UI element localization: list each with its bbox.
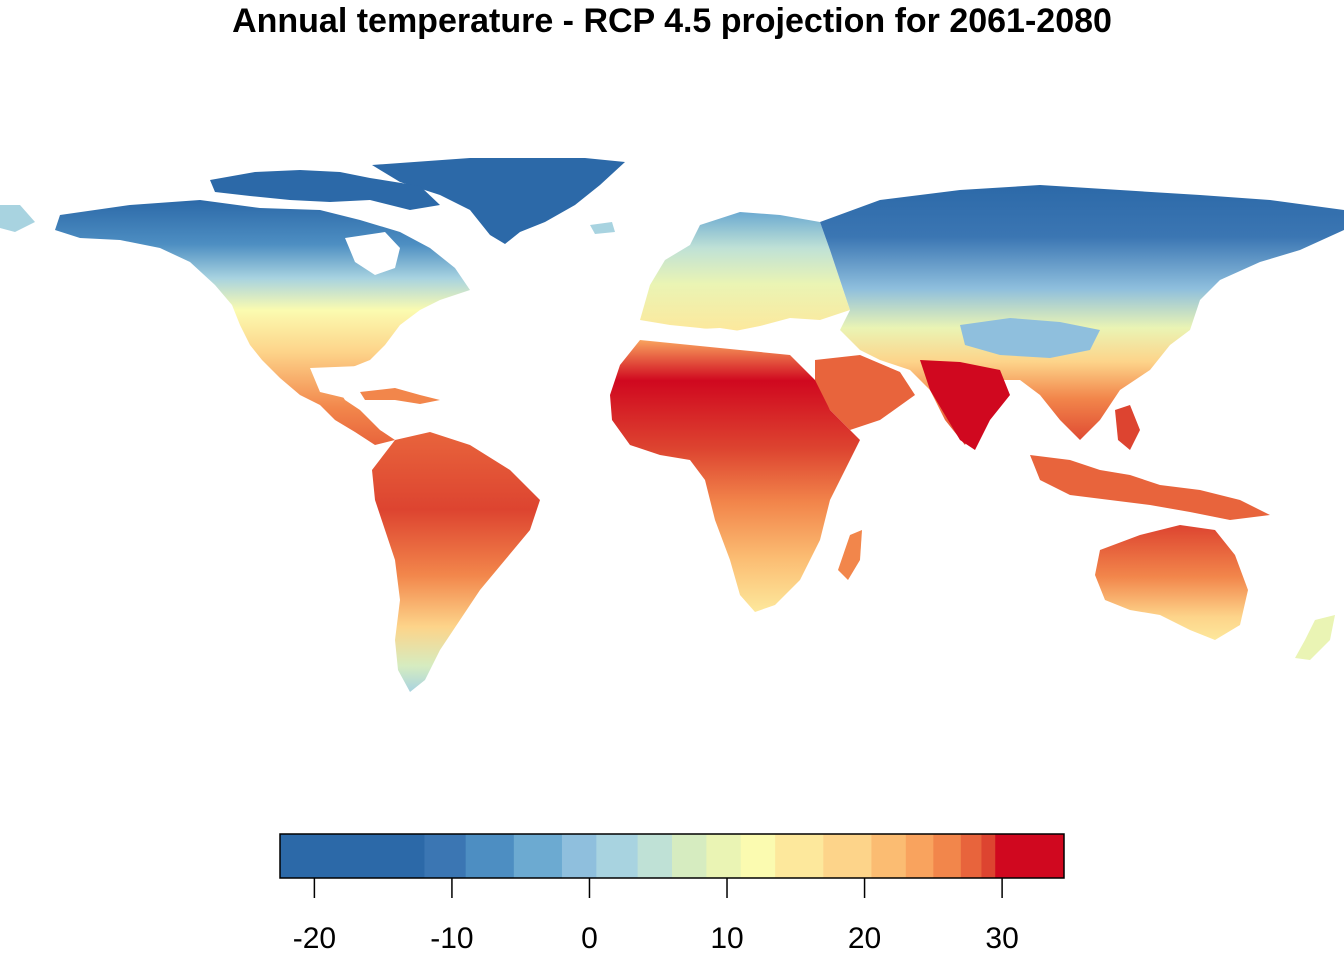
legend-bin xyxy=(905,834,934,878)
legend-bin xyxy=(933,834,962,878)
africa xyxy=(610,340,860,612)
legend-bin xyxy=(871,834,907,878)
new-zealand xyxy=(1295,615,1335,660)
temperature-map xyxy=(0,158,1344,692)
south-america xyxy=(372,432,540,692)
legend-bin xyxy=(465,834,515,878)
greenland xyxy=(372,158,625,244)
caribbean xyxy=(360,388,440,404)
legend-bin xyxy=(740,834,776,878)
legend-tick-label: -20 xyxy=(293,922,336,955)
legend-bin xyxy=(513,834,563,878)
legend-bin xyxy=(561,834,597,878)
legend-frame xyxy=(279,833,1065,879)
legend-bin xyxy=(775,834,824,878)
iceland xyxy=(590,222,615,234)
legend-bin xyxy=(706,834,742,878)
madagascar xyxy=(838,530,862,580)
legend-bin xyxy=(637,834,673,878)
legend-tick-label: -10 xyxy=(430,922,473,955)
legend-bin xyxy=(981,834,996,878)
alaska-west xyxy=(0,205,35,232)
legend-bin xyxy=(596,834,639,878)
legend-bin xyxy=(995,834,1065,878)
legend-tick-label: 0 xyxy=(581,922,598,955)
arabian-peninsula xyxy=(815,355,915,430)
arctic-islands xyxy=(210,170,440,210)
mediterranean xyxy=(680,328,800,352)
australia xyxy=(1095,525,1248,640)
philippines xyxy=(1115,405,1140,450)
map-title: Annual temperature - RCP 4.5 projection … xyxy=(232,2,1112,40)
southeast-asia-islands xyxy=(1030,455,1270,520)
hudson-bay xyxy=(345,232,400,275)
legend-tick-label: 10 xyxy=(710,922,743,955)
legend-bin xyxy=(424,834,467,878)
legend-tick-label: 30 xyxy=(985,922,1018,955)
tibetan-plateau xyxy=(960,318,1100,358)
legend-ticks: -20 -10 0 10 20 30 xyxy=(293,878,1019,955)
india xyxy=(920,360,1010,450)
legend-tick-label: 20 xyxy=(848,922,881,955)
legend-bin xyxy=(672,834,707,878)
legend-bin xyxy=(823,834,872,878)
gulf-of-mexico xyxy=(310,366,365,398)
legend-bin xyxy=(960,834,982,878)
legend-bin xyxy=(280,834,425,878)
legend-bins xyxy=(280,834,1065,878)
europe xyxy=(640,212,850,332)
